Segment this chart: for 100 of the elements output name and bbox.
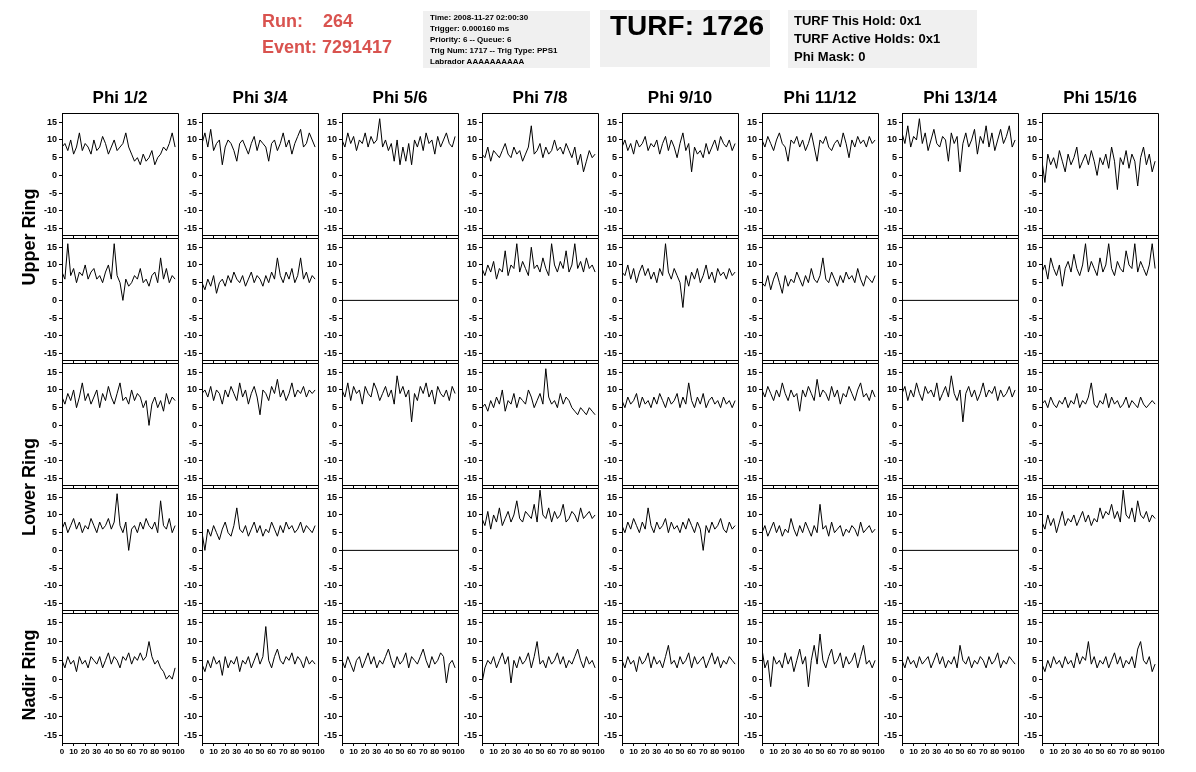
y-tick-label: -5 [1028,312,1037,323]
y-tick-label: -15 [463,473,477,483]
y-tick-label: -15 [323,348,337,358]
y-tick-label: 10 [466,509,477,520]
y-tick-label: 15 [466,491,477,502]
y-tick-label: -15 [1023,598,1037,608]
x-tick-label: 30 [652,747,662,756]
x-tick-label: 100 [1011,747,1026,756]
y-tick-label: -15 [743,729,757,740]
y-tick-label: -10 [183,330,197,341]
y-tick-label: 5 [191,402,197,413]
x-tick-label: 50 [255,747,265,756]
x-tick-label: 0 [899,747,905,756]
y-tick-label: -10 [603,711,617,722]
y-tick-label: 0 [191,294,197,305]
x-tick-label: 80 [570,747,580,756]
y-tick-label: -10 [743,455,757,466]
y-tick-label: 5 [1031,277,1037,288]
y-tick-label: 5 [331,654,337,665]
y-axis-title: Lower Ring [19,437,40,538]
y-tick-label: 5 [331,402,337,413]
y-tick-label: -15 [883,223,897,233]
y-tick-label: -15 [603,729,617,740]
x-tick-label: 100 [871,747,886,756]
y-tick-label: 5 [751,402,757,413]
y-tick-label: -5 [328,312,337,323]
y-tick-label: 0 [51,419,57,430]
y-tick-label: 5 [471,654,477,665]
x-tick-label: 60 [1107,747,1117,756]
y-tick-label: -5 [608,312,617,323]
y-tick-label: 0 [611,419,617,430]
x-tick-label: 0 [339,747,345,756]
y-tick-label: -15 [743,598,757,608]
x-tick-label: 0 [1039,747,1045,756]
y-tick-label: 15 [606,116,617,127]
x-tick-label: 30 [512,747,522,756]
y-tick-label: -10 [43,455,57,466]
chart-title: Phi 11/12 [782,88,858,108]
y-tick-label: 5 [751,152,757,163]
x-tick-label: 50 [395,747,405,756]
x-tick-label: 70 [978,747,989,756]
y-tick-label: 10 [46,384,57,395]
y-tick-label: 10 [186,259,197,270]
y-tick-label: 5 [891,654,897,665]
y-tick-label: 10 [466,384,477,395]
y-tick-label: -5 [1028,562,1037,573]
x-tick-label: 60 [827,747,837,756]
x-tick-label: 40 [243,747,254,756]
x-tick-label: 40 [1083,747,1094,756]
y-tick-label: 0 [471,169,477,180]
x-tick-label: 80 [430,747,440,756]
y-tick-label: -15 [743,473,757,483]
text: TURF This Hold: 0x1 [794,12,923,30]
text: TURF Active Holds: 0x1 [794,30,941,48]
y-tick-label: -15 [463,348,477,358]
y-tick-label: 0 [891,294,897,305]
y-tick-label: 0 [331,673,337,684]
y-tick-label: 15 [46,116,57,127]
y-tick-label: 10 [606,134,617,145]
x-tick-label: 80 [1130,747,1140,756]
y-tick-label: -5 [748,437,757,448]
y-tick-label: 10 [606,509,617,520]
y-tick-label: -10 [883,455,897,466]
y-tick-label: -10 [323,711,337,722]
y-tick-label: 0 [51,294,57,305]
y-tick-label: -10 [1023,580,1037,591]
y-tick-label: -10 [43,205,57,216]
y-tick-label: 0 [191,544,197,555]
y-tick-label: -15 [323,598,337,608]
y-tick-label: -5 [328,562,337,573]
chart-title: Phi 3/4 [231,88,289,108]
x-tick-label: 90 [1141,747,1152,756]
y-tick-label: 10 [746,509,757,520]
y-tick-label: -10 [883,330,897,341]
x-tick-label: 30 [372,747,382,756]
x-tick-label: 40 [943,747,954,756]
text: Event: 7291417 [262,36,393,59]
x-tick-label: 20 [500,747,511,756]
y-tick-label: -15 [183,729,197,740]
y-tick-label: 5 [51,402,57,413]
y-tick-label: -15 [1023,729,1037,740]
y-tick-label: -10 [43,330,57,341]
y-tick-label: -10 [183,455,197,466]
x-tick-label: 80 [710,747,720,756]
y-tick-label: -5 [888,187,897,198]
text: Trigger: 0.000160 ms [430,23,511,34]
x-tick-label: 0 [59,747,65,756]
y-tick-label: -15 [183,348,197,358]
y-tick-label: 5 [471,527,477,538]
x-tick-label: 90 [861,747,872,756]
y-tick-label: 15 [46,241,57,252]
y-tick-label: -15 [743,223,757,233]
x-tick-label: 60 [687,747,697,756]
chart-title: Phi 1/2 [91,88,149,108]
y-tick-label: -5 [468,562,477,573]
y-tick-label: 10 [326,509,337,520]
y-tick-label: 5 [51,277,57,288]
y-tick-label: 5 [191,527,197,538]
x-tick-label: 100 [451,747,466,756]
y-tick-label: 15 [886,366,897,377]
